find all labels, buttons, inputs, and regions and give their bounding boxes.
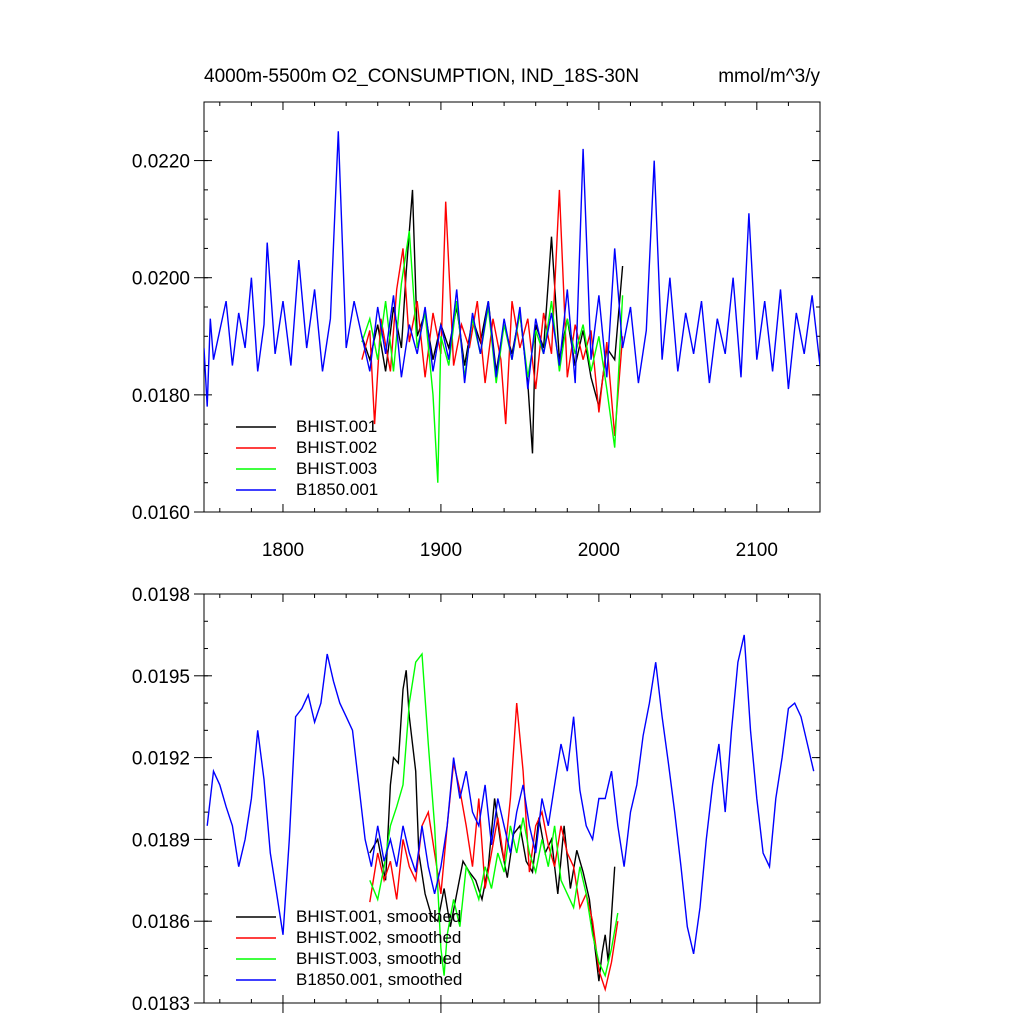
y-tick-label: 0.0200	[132, 269, 190, 290]
legend-label: BHIST.003	[296, 459, 377, 478]
units-label: mmol/m^3/y	[718, 66, 820, 87]
x-tick-label: 2000	[578, 540, 620, 561]
x-tick-label: 1800	[262, 540, 304, 561]
y-tick-label: 0.0192	[132, 749, 190, 770]
plot-frame	[203, 593, 821, 1004]
top-panel: 1800 1900 2000 2100 0.0160 0.0180 0.0200 0.0220…	[132, 101, 821, 561]
y-tick-label: 0.0160	[132, 503, 190, 524]
series-line-3	[204, 131, 820, 407]
y-tick-label: 0.0186	[132, 912, 190, 933]
bottom-panel: 0.0183 0.0186 0.0189 0.0192 0.0195 0.0198 BHIS…	[132, 585, 821, 1015]
x-tick-label: 2100	[736, 540, 778, 561]
legend-label: B1850.001	[296, 480, 378, 499]
y-tick-label: 0.0183	[132, 994, 190, 1015]
series-line-2	[369, 652, 619, 978]
legend-label: BHIST.001	[296, 417, 377, 436]
y-tick-label: 0.0195	[132, 667, 190, 688]
series-line-0	[369, 670, 616, 982]
y-tick-label: 0.0220	[132, 152, 190, 173]
legend-label: BHIST.002	[296, 438, 377, 457]
series-line-1	[361, 189, 624, 436]
legend-label: BHIST.003, smoothed	[296, 949, 461, 968]
y-tick-label: 0.0180	[132, 386, 190, 407]
y-tick-label: 0.0189	[132, 830, 190, 851]
y-tick-label: 0.0198	[132, 585, 190, 606]
chart-title: 4000m-5500m O2_CONSUMPTION, IND_18S-30N	[204, 66, 639, 87]
x-tick-label: 1900	[420, 540, 462, 561]
legend-label: BHIST.001, smoothed	[296, 907, 461, 926]
legend-label: B1850.001, smoothed	[296, 970, 462, 989]
series-line-3	[206, 634, 815, 955]
legend-label: BHIST.002, smoothed	[296, 928, 461, 947]
